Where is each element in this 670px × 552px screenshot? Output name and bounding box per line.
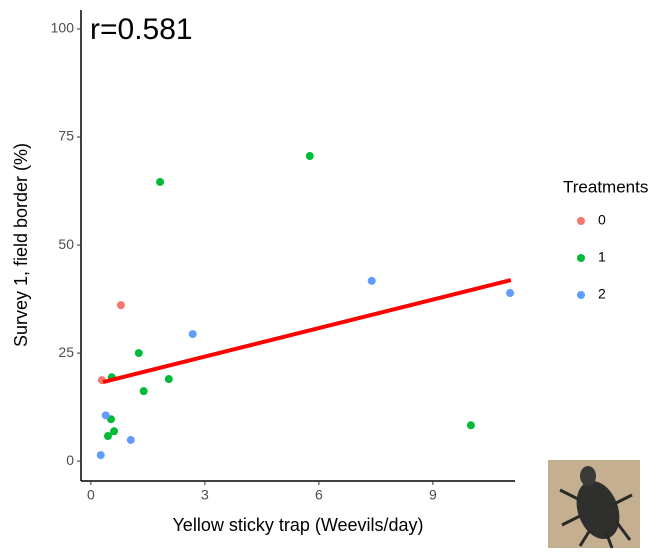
point <box>101 411 110 420</box>
legend-label: 2 <box>598 286 606 302</box>
point <box>164 375 173 384</box>
legend-label: 1 <box>598 249 606 265</box>
x-tick-label: 0 <box>87 487 95 503</box>
x-tick-label: 6 <box>315 487 323 503</box>
y-tick-label: 75 <box>58 128 74 144</box>
legend-marker <box>577 217 585 225</box>
point <box>116 301 125 310</box>
x-tick-label: 3 <box>201 487 209 503</box>
y-tick-label: 100 <box>51 20 75 36</box>
point <box>103 432 112 441</box>
point <box>156 177 165 186</box>
point <box>305 152 314 161</box>
legend-marker <box>577 291 585 299</box>
weevil-photo <box>548 460 640 549</box>
x-tick-label: 9 <box>429 487 437 503</box>
point <box>466 421 475 430</box>
annotation: r=0.581 <box>90 13 193 46</box>
point <box>506 289 515 298</box>
point <box>96 451 105 460</box>
legend-label: 0 <box>598 212 606 228</box>
point <box>110 427 119 436</box>
trend-line <box>102 278 512 384</box>
y-axis-label: Survey 1, field border (%) <box>11 143 31 347</box>
point <box>134 349 143 358</box>
point <box>139 387 148 396</box>
x-axis-label: Yellow sticky trap (Weevils/day) <box>172 515 423 535</box>
point <box>367 276 376 285</box>
legend-title: Treatments <box>563 177 648 196</box>
y-tick-label: 50 <box>58 236 74 252</box>
point <box>126 435 135 444</box>
point <box>188 330 197 339</box>
y-tick-label: 25 <box>58 344 74 360</box>
y-tick-label: 0 <box>66 452 74 468</box>
legend-marker <box>577 254 585 262</box>
